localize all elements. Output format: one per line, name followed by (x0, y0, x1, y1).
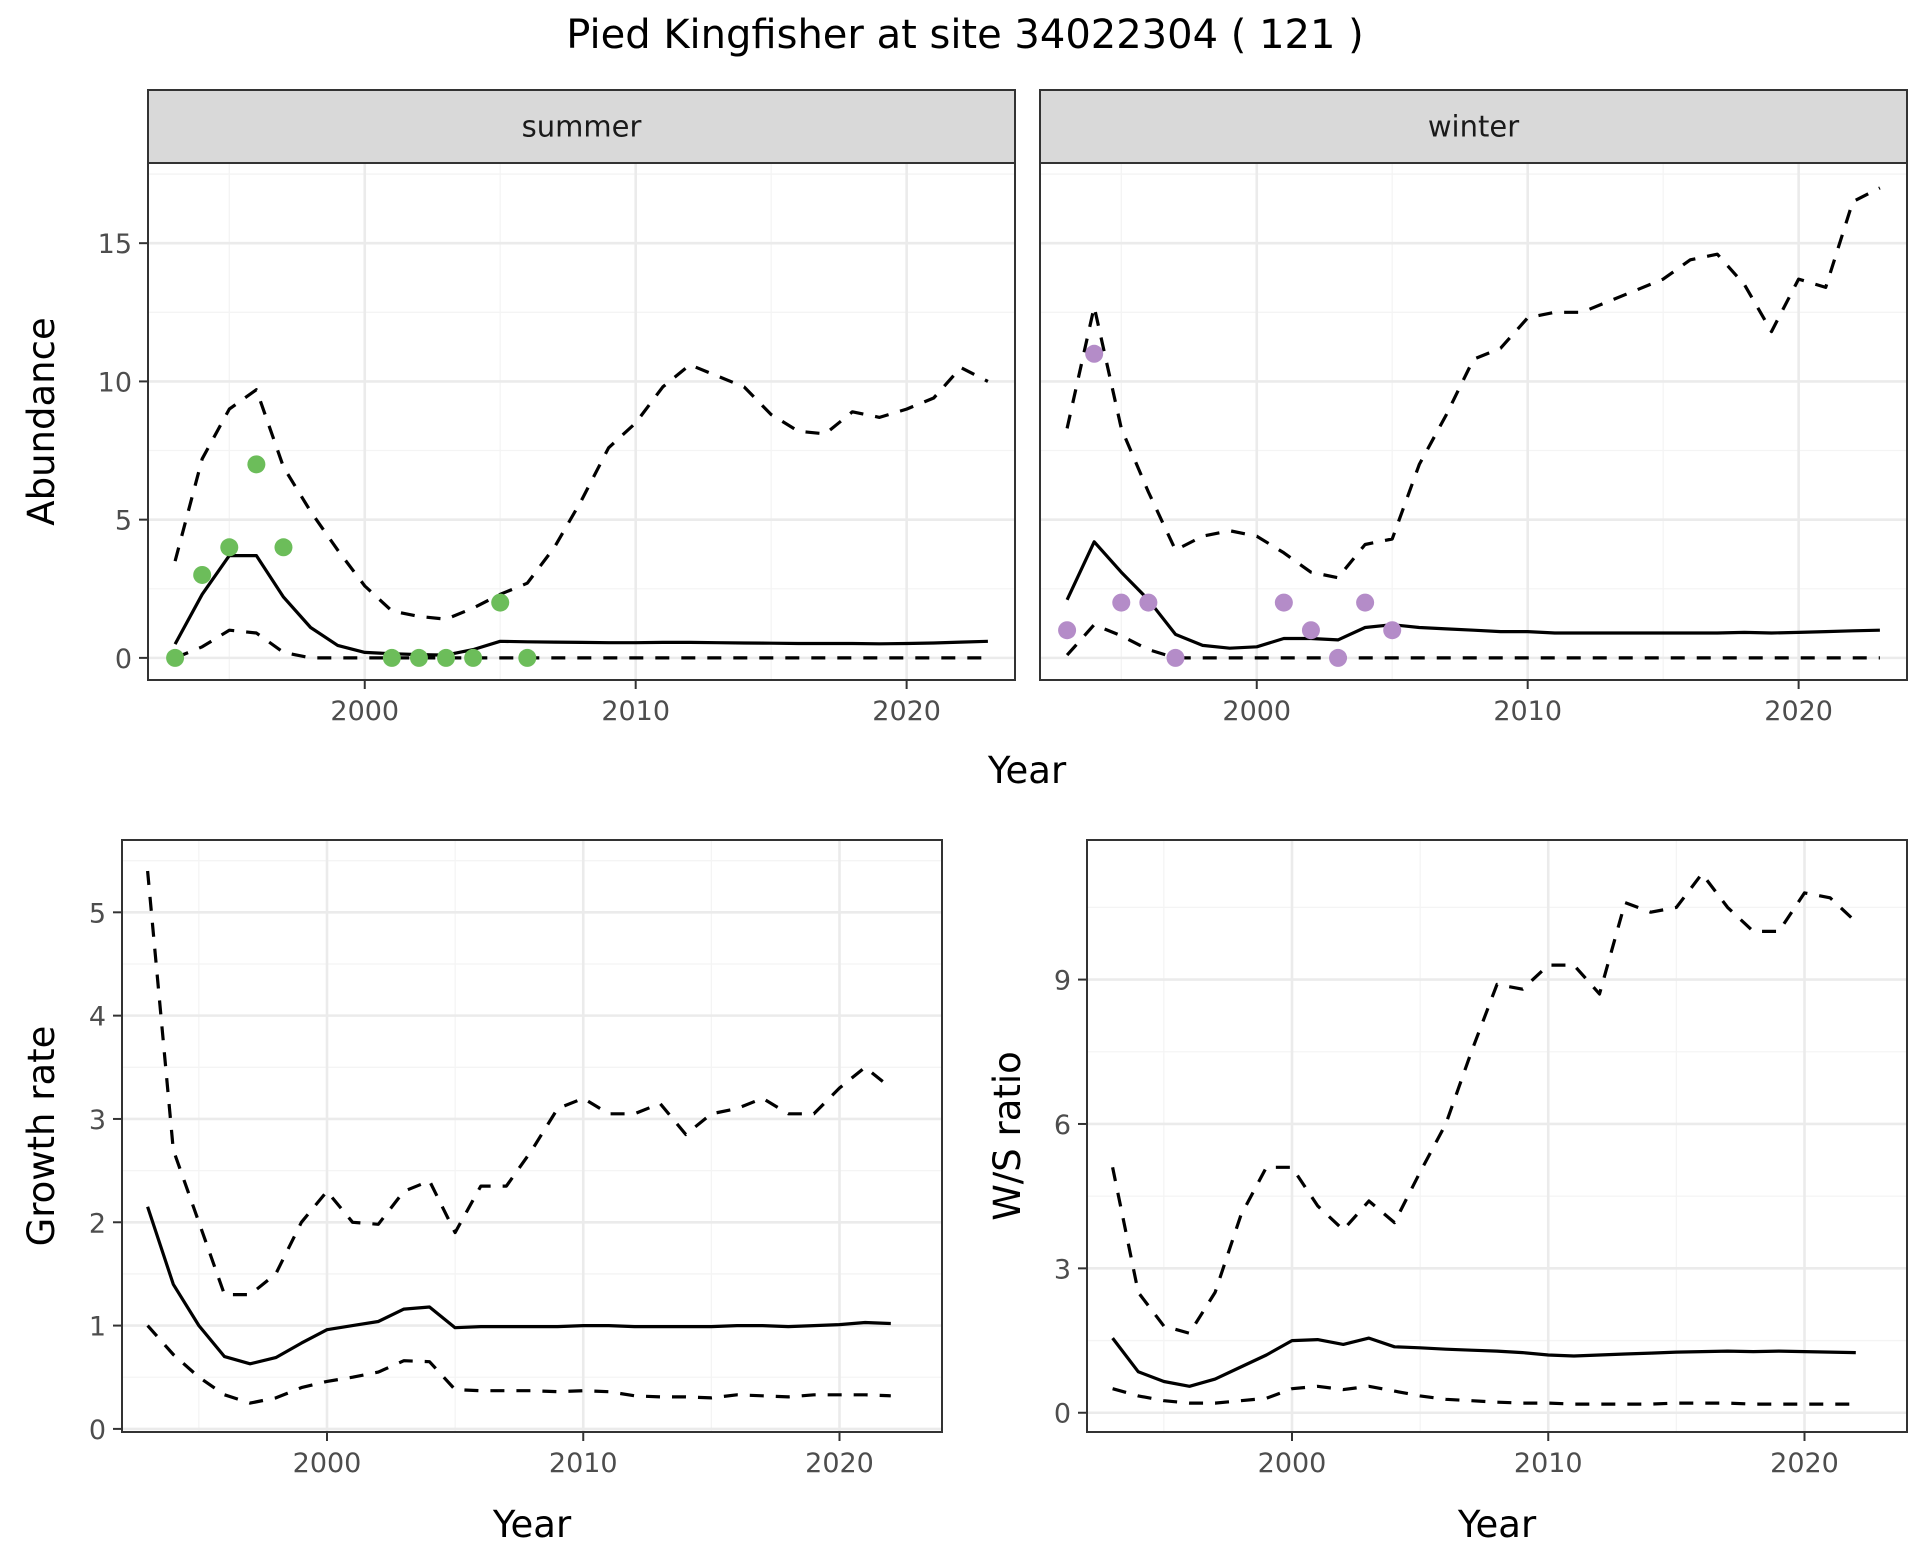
series-lower-line (146, 1324, 891, 1405)
facet-strip-label: winter (1428, 110, 1519, 144)
series-mean-line (173, 554, 988, 657)
facet-strip-label: summer (522, 110, 642, 144)
x-tick-label: 2010 (1493, 696, 1562, 727)
observed-point (437, 648, 456, 667)
series-upper-line (173, 363, 989, 621)
observed-point (1329, 648, 1348, 667)
observed-point (1356, 593, 1375, 612)
y-tick-label: 0 (89, 1415, 106, 1446)
y-tick-label: 10 (98, 367, 132, 398)
observed-point (1058, 621, 1077, 640)
observed-point (1166, 648, 1185, 667)
x-axis-title-growth: Year (492, 1503, 572, 1546)
x-tick-label: 2020 (805, 1448, 874, 1479)
observed-point (464, 648, 483, 667)
x-tick-label: 2000 (330, 696, 399, 727)
panel-winter: winter 2000 2010 2020 (1039, 89, 1908, 727)
series-lower-line (1112, 1384, 1856, 1406)
y-tick-label: 6 (1054, 1110, 1071, 1141)
observed-point (491, 593, 510, 612)
series-mean-line (1111, 1336, 1856, 1388)
observed-point (1139, 593, 1158, 612)
series-lower-line (174, 628, 988, 660)
y-tick-label: 5 (115, 506, 132, 537)
figure-title: Pied Kingfisher at site 34022304 ( 121 ) (566, 12, 1363, 58)
y-tick-label: 2 (89, 1208, 106, 1239)
observed-point (1383, 621, 1402, 640)
observed-point (409, 648, 428, 667)
panel-plot-2: 2000 2010 2020 0 1 2 3 4 5 (89, 839, 943, 1479)
panel-border (1086, 839, 1908, 1433)
y-tick-label: 9 (1054, 966, 1071, 997)
observed-point (518, 648, 537, 667)
x-axis-title-top: Year (987, 749, 1067, 792)
y-tick-label: 0 (115, 644, 132, 675)
x-tick-label: 2010 (549, 1448, 618, 1479)
series-lower-line (1065, 623, 1880, 660)
x-tick-label: 2000 (1222, 696, 1291, 727)
y-axis-title-growth: Growth rate (20, 1026, 63, 1247)
x-tick-label: 2010 (1514, 1448, 1583, 1479)
y-tick-label: 5 (89, 898, 106, 929)
series-upper-line (146, 870, 892, 1297)
x-tick-label: 2000 (293, 1448, 362, 1479)
facet-strip (147, 89, 1016, 164)
y-tick-label: 3 (1054, 1254, 1071, 1285)
series-upper-line (1111, 872, 1857, 1335)
x-tick-label: 2000 (1258, 1448, 1327, 1479)
x-tick-label: 2020 (872, 696, 941, 727)
series-mean-line (1065, 540, 1880, 650)
y-tick-label: 15 (98, 229, 132, 260)
observed-point (166, 648, 185, 667)
y-tick-label: 3 (89, 1105, 106, 1136)
y-axis-title-ws: W/S ratio (986, 1051, 1029, 1221)
series-mean-line (146, 1206, 891, 1366)
facet-strip (1039, 89, 1908, 164)
x-tick-label: 2020 (1764, 696, 1833, 727)
observed-point (247, 455, 266, 474)
panel-summer: summer 2000 2010 2020 0 5 10 15 (98, 89, 1016, 727)
observed-point (220, 538, 239, 557)
observed-point (1301, 621, 1320, 640)
y-axis-title-abundance: Abundance (20, 317, 63, 525)
observed-point (274, 538, 293, 557)
observed-point (193, 565, 212, 584)
observed-point (382, 648, 401, 667)
observed-point (1112, 593, 1131, 612)
x-tick-label: 2020 (1770, 1448, 1839, 1479)
x-tick-label: 2010 (601, 696, 670, 727)
observed-point (1274, 593, 1293, 612)
x-axis-title-ws: Year (1457, 1503, 1537, 1546)
observed-point (1085, 344, 1104, 363)
y-tick-label: 1 (89, 1312, 106, 1343)
panel-border (121, 839, 943, 1433)
y-tick-label: 4 (89, 1002, 106, 1033)
y-tick-label: 0 (1054, 1399, 1071, 1430)
panel-plot-3: 2000 2010 2020 0 3 6 9 (1054, 839, 1908, 1479)
